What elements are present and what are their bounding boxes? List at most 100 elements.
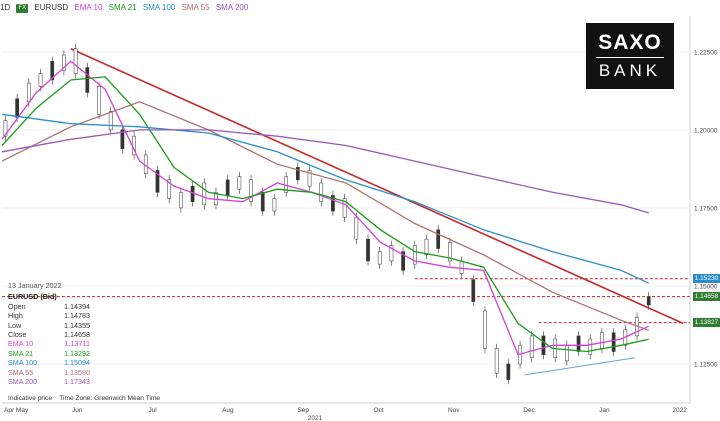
indicator-sma100[interactable]: SMA 100	[142, 3, 176, 12]
price-tag-sma100: 1.15230	[693, 274, 720, 284]
candle-body	[459, 260, 464, 274]
x-tick-label: Jan	[599, 407, 610, 414]
candle-body	[73, 48, 78, 74]
x-tick-label: 2022	[672, 407, 687, 414]
candle-body	[529, 335, 534, 358]
candle-body	[179, 192, 183, 209]
candle-body	[541, 335, 546, 355]
indicator-bar: 1D FX EURUSD EMA 10 SMA 21 SMA 100 SMA 5…	[0, 0, 690, 16]
x-tick-label: Oct	[373, 407, 383, 414]
candle-body	[319, 182, 324, 202]
candle-body	[377, 251, 382, 265]
candle-body	[483, 310, 487, 349]
x-tick-label: Jun	[72, 407, 83, 414]
candle-body	[249, 179, 253, 202]
x-tick-label: Nov	[448, 407, 460, 414]
indicator-sma55[interactable]: SMA 55	[181, 3, 210, 12]
candle-body	[295, 167, 300, 181]
legend-row-low: Low 1.14355	[8, 320, 90, 330]
candle-body	[342, 198, 347, 218]
candle-body	[38, 73, 43, 87]
candle-body	[225, 179, 230, 196]
legend-row-sma100: SMA 100 1.15094	[8, 358, 90, 368]
logo-divider	[596, 57, 664, 58]
candle-body	[237, 176, 242, 190]
candle-body	[506, 363, 511, 380]
indicator-sma200[interactable]: SMA 200	[215, 3, 249, 12]
trendline-line	[70, 48, 684, 325]
symbol-label[interactable]: EURUSD	[34, 3, 69, 12]
y-tick-label: 1.20000	[694, 127, 718, 134]
legend-row-close: Close 1.14658	[8, 330, 90, 340]
candle-body	[26, 82, 31, 103]
candle-body	[436, 229, 441, 249]
legend-title: EURUSD (Bid)	[8, 292, 57, 302]
candle-body	[167, 179, 172, 199]
chart-footer: Indicative price Time Zone: Greenwich Me…	[8, 395, 160, 402]
candle-body	[646, 296, 651, 306]
legend-row-ema10: EMA 10 1.13711	[8, 339, 90, 349]
candle-body	[401, 251, 405, 271]
candle-body	[611, 332, 616, 352]
timeframe-label[interactable]: 1D	[0, 3, 11, 12]
candle-body	[15, 98, 19, 118]
candle-body	[389, 245, 394, 262]
series-sma-100	[1, 113, 649, 284]
candle-body	[155, 170, 160, 193]
y-tick-label: 1.22500	[694, 49, 718, 56]
series-sma-21	[1, 76, 649, 353]
legend-row-high: High 1.14783	[8, 311, 90, 321]
candle-body	[272, 198, 277, 212]
indicator-sma21[interactable]: SMA 21	[108, 3, 137, 12]
candle-body	[3, 120, 8, 137]
fx-icon: FX	[16, 4, 29, 13]
candle-body	[307, 170, 312, 187]
candle-body	[600, 332, 604, 349]
candle-body	[576, 335, 581, 352]
saxo-bank-logo: SAXO BANK	[586, 23, 674, 89]
legend-row-sma55: SMA 55 1.13580	[8, 367, 90, 377]
candle-body	[448, 242, 452, 262]
x-year-label: 2021	[308, 415, 323, 421]
candle-body	[85, 67, 90, 93]
price-tag-level: 1.13827	[693, 318, 720, 328]
candle-body	[260, 192, 265, 212]
y-tick-label: 1.17500	[694, 205, 718, 212]
candle-body	[331, 195, 335, 212]
candle-body	[120, 129, 125, 149]
indicator-ema10[interactable]: EMA 10	[74, 3, 103, 12]
series-sma-200	[1, 129, 649, 214]
x-tick-label: Jul	[148, 407, 157, 414]
candle-body	[97, 85, 101, 115]
legend-row-open: Open 1.14394	[8, 301, 90, 311]
legend-date: 13 January 2022	[8, 281, 62, 290]
candle-body	[412, 245, 417, 265]
x-tick-label: Aug	[222, 407, 234, 414]
candle-body	[424, 238, 429, 256]
candle-body	[471, 279, 476, 302]
legend-row-sma200: SMA 200 1.17343	[8, 377, 90, 387]
logo-line-1: SAXO	[598, 31, 662, 54]
indicative-price-note: Indicative price	[8, 395, 52, 402]
legend-row-sma21: SMA 21 1.13292	[8, 348, 90, 358]
candle-body	[366, 238, 370, 262]
candle-body	[354, 217, 359, 240]
series-ema-10	[1, 60, 649, 356]
candle-body	[108, 110, 113, 131]
x-tick-label: Dec	[523, 407, 535, 414]
candle-body	[62, 54, 66, 71]
price-tag-close: 1.14658	[693, 292, 720, 302]
logo-line-2: BANK	[598, 61, 662, 80]
series-sma-55	[1, 101, 649, 331]
x-tick-label: Apr May	[4, 407, 29, 414]
candle-body	[202, 182, 207, 206]
candle-body	[564, 345, 569, 362]
candle-body	[494, 348, 499, 374]
y-tick-label: 1.12500	[694, 361, 718, 368]
candle-body	[50, 61, 55, 81]
support-line	[524, 357, 636, 376]
timezone-note: Time Zone: Greenwich Mean Time	[59, 395, 161, 402]
candle-body	[588, 338, 593, 355]
